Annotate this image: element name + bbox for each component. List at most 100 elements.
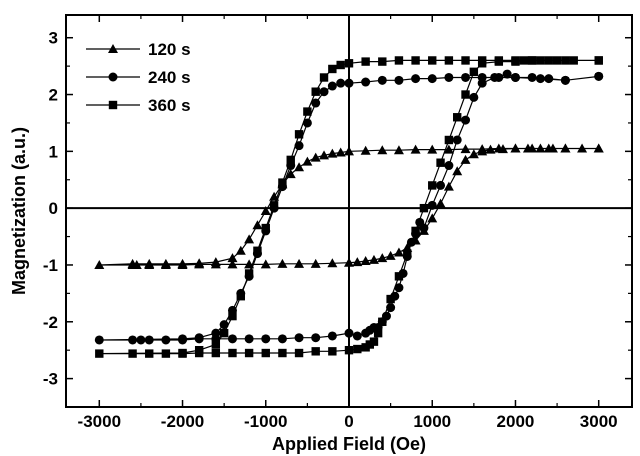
data-point-240s [469, 92, 479, 102]
data-point-360s [303, 107, 312, 116]
x-tick-label: 0 [344, 412, 353, 431]
data-point-360s [411, 56, 420, 65]
data-point-240s [344, 328, 354, 338]
data-point-360s [361, 343, 370, 352]
data-point-360s [436, 158, 445, 167]
data-point-240s [211, 328, 221, 338]
data-point-360s [552, 56, 562, 65]
data-point-240s [261, 334, 271, 344]
data-point-120s [377, 253, 388, 263]
data-point-360s [244, 348, 254, 358]
data-point-240s [178, 334, 188, 344]
data-point-120s [452, 166, 463, 176]
data-point-120s [235, 245, 246, 255]
data-point-360s [394, 272, 404, 281]
data-point-360s [211, 340, 221, 349]
x-axis-title: Applied Field (Oe) [272, 434, 426, 454]
data-point-120s [360, 255, 371, 265]
data-point-240s [311, 333, 321, 343]
data-point-240s [194, 333, 204, 343]
data-point-240s [219, 320, 229, 330]
data-point-240s [527, 72, 537, 82]
data-point-120s [302, 156, 313, 166]
data-point-120s [285, 169, 296, 179]
data-point-360s [386, 294, 395, 304]
data-point-120s [319, 150, 330, 160]
data-point-360s [378, 317, 387, 326]
data-point-360s [319, 73, 329, 82]
data-point-240s [352, 331, 362, 341]
data-point-120s [435, 198, 446, 208]
data-point-360s [328, 64, 337, 74]
data-point-120s [535, 143, 546, 153]
data-point-240s [144, 335, 154, 345]
data-point-120s [477, 144, 488, 154]
data-point-360s [411, 226, 420, 236]
data-point-360s [95, 349, 104, 358]
data-point-120s [244, 234, 255, 244]
data-point-240s [361, 77, 371, 87]
data-point-120s [352, 257, 363, 267]
data-point-240s [394, 283, 404, 293]
data-point-240s [427, 74, 437, 84]
data-point-360s [477, 56, 487, 65]
legend-label: 120 s [148, 40, 191, 59]
y-tick-label: -2 [43, 313, 58, 332]
data-point-360s [219, 328, 229, 338]
data-point-240s [94, 335, 104, 345]
x-tick-label: 1000 [413, 412, 451, 431]
data-point-360s [394, 56, 404, 65]
data-point-240s [461, 72, 471, 82]
data-point-120s [393, 145, 404, 155]
data-point-360s [461, 56, 470, 65]
data-point-360s [461, 90, 470, 99]
data-point-120s [127, 258, 138, 268]
legend-label: 240 s [148, 68, 191, 87]
data-point-240s [494, 72, 504, 82]
x-tick-label: 3000 [580, 412, 618, 431]
data-point-360s [594, 56, 603, 65]
data-point-120s [443, 144, 454, 154]
data-point-240s [560, 75, 570, 85]
data-point-360s [178, 348, 187, 358]
data-point-240s [394, 75, 404, 85]
data-point-120s [560, 143, 571, 153]
data-point-240s [294, 141, 304, 151]
data-point-240s [544, 74, 554, 84]
data-point-120s [160, 258, 171, 268]
data-point-120s [277, 258, 288, 268]
data-point-120s [327, 148, 338, 158]
data-point-120s [460, 154, 471, 164]
data-point-360s [419, 203, 429, 213]
data-point-360s [228, 311, 237, 321]
data-point-360s [536, 56, 545, 65]
data-point-360s [269, 201, 279, 210]
data-point-240s [535, 74, 545, 84]
data-point-360s [469, 67, 479, 77]
data-point-360s [494, 56, 504, 65]
data-point-120s [443, 181, 454, 191]
x-tick-label: 2000 [497, 412, 535, 431]
data-point-360s [194, 345, 204, 355]
data-point-120s [368, 254, 379, 264]
data-point-240s [452, 135, 462, 145]
data-point-360s [128, 349, 137, 358]
data-point-360s [378, 57, 387, 66]
data-point-120s [227, 259, 238, 269]
data-point-360s [161, 349, 171, 358]
data-point-240s [244, 334, 254, 344]
data-point-120s [194, 258, 205, 268]
series-240s [94, 69, 604, 345]
data-point-120s [385, 250, 396, 260]
legend-item-360s: 360 s [86, 96, 191, 115]
legend-item-240s: 240 s [86, 68, 191, 87]
data-point-240s [444, 161, 454, 171]
legend-marker [108, 72, 118, 82]
x-tick-label: -3000 [78, 412, 121, 431]
data-point-240s [502, 69, 512, 79]
data-point-120s [294, 258, 305, 268]
legend-marker [108, 44, 118, 53]
data-point-360s [211, 348, 221, 358]
data-point-240s [461, 115, 471, 125]
